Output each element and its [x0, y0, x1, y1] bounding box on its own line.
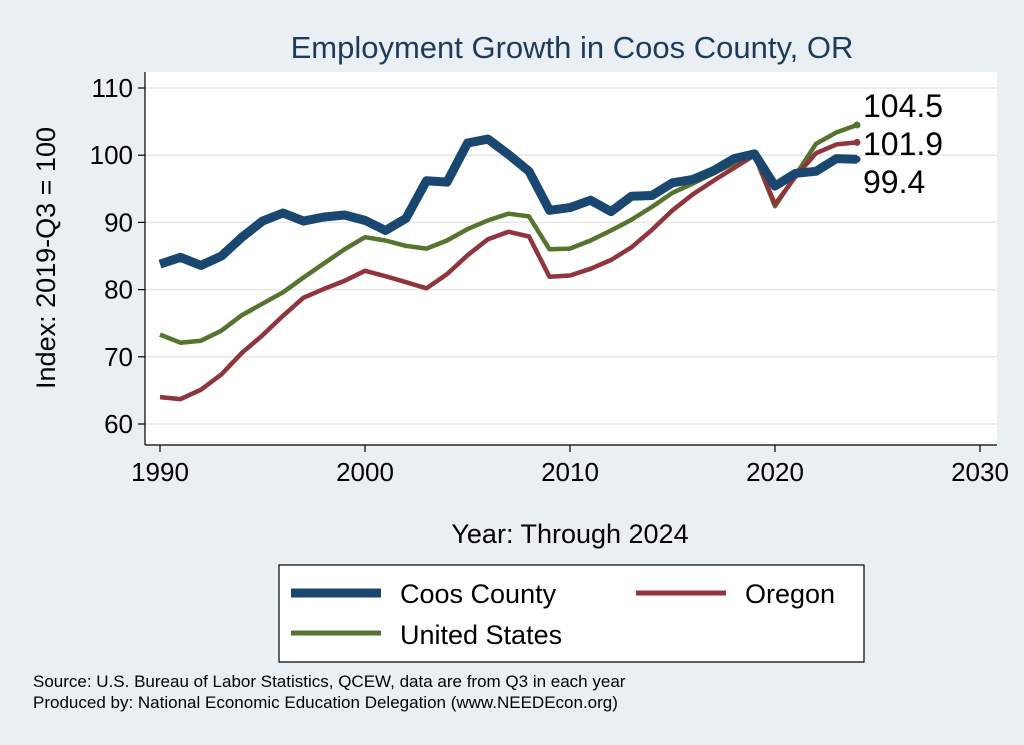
x-tick-label-1990: 1990: [131, 457, 189, 487]
y-tick-label-80: 80: [104, 275, 133, 305]
series-endpoint-coos-county: [853, 155, 861, 163]
legend-label-oregon: Oregon: [745, 579, 835, 609]
series-endpoint-oregon: [853, 138, 861, 146]
y-tick-label-100: 100: [90, 140, 133, 170]
x-tick-label-2020: 2020: [746, 457, 804, 487]
chart-title: Employment Growth in Coos County, OR: [291, 30, 854, 65]
end-label-oregon: 101.9: [863, 126, 943, 162]
series-layer: [158, 121, 861, 402]
series-line-coos-county: [158, 134, 858, 270]
end-label-coos-county: 99.4: [863, 164, 925, 200]
gridlines: [145, 87, 997, 425]
series-line-oregon: [159, 140, 858, 402]
y-tick-label-110: 110: [92, 73, 133, 103]
y-tick-label-90: 90: [104, 207, 133, 237]
x-tick-label-2030: 2030: [951, 457, 1009, 487]
x-tick-label-2010: 2010: [541, 457, 599, 487]
series-endpoint-united-states: [853, 121, 861, 129]
end-label-united-states: 104.5: [863, 88, 943, 124]
axes: 60 70 80 90 100 110 1990 2000 2010 2020 2030: [90, 72, 1009, 487]
producer-line: Produced by: National Economic Education…: [33, 693, 618, 712]
legend-box: [278, 564, 865, 663]
y-tick-label-60: 60: [104, 409, 133, 439]
legend: Coos County Oregon United States: [278, 564, 865, 663]
y-axis-label: Index: 2019-Q3 = 100: [31, 127, 61, 389]
source-line: Source: U.S. Bureau of Labor Statistics,…: [33, 672, 626, 691]
plot-area: [145, 72, 997, 445]
legend-label-coos-county: Coos County: [400, 579, 557, 609]
y-tick-label-70: 70: [104, 342, 133, 372]
x-axis-label: Year: Through 2024: [451, 519, 688, 549]
x-tick-label-2000: 2000: [336, 457, 394, 487]
legend-label-united-states: United States: [400, 620, 562, 650]
